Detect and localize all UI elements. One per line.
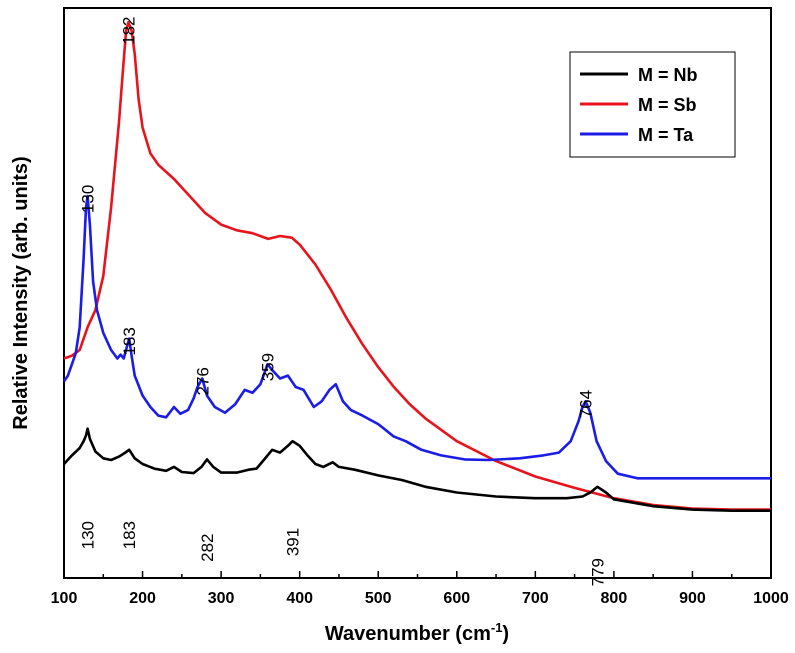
x-axis-ticks: 100 200 300 400 500 600 700 800 900 1000: [51, 571, 789, 607]
y-axis-label: Relative Intensity (arb. units): [10, 156, 32, 429]
x-tick-label: 500: [365, 590, 392, 607]
peak-label: 764: [577, 390, 596, 418]
peak-label: 359: [259, 353, 278, 381]
peak-label: 183: [120, 521, 139, 549]
legend-label-ta: M = Ta: [638, 125, 694, 145]
peak-annotations: 182 130 183 276 359 764 130 183 282 391 779: [79, 17, 608, 587]
series-line-mta: [64, 196, 771, 478]
x-tick-label: 600: [443, 590, 470, 607]
x-tick-label: 700: [522, 590, 549, 607]
peak-label: 391: [284, 528, 303, 556]
x-tick-label: 300: [208, 590, 235, 607]
peak-label: 282: [198, 534, 217, 562]
legend: M = Nb M = Sb M = Ta: [570, 52, 735, 157]
peak-label: 779: [588, 558, 607, 586]
x-axis-label-tail: ): [502, 623, 509, 645]
series-line-mnb: [64, 429, 771, 511]
legend-label-nb: M = Nb: [638, 65, 698, 85]
peak-label: 183: [120, 327, 139, 355]
legend-label-sb: M = Sb: [638, 95, 697, 115]
x-tick-label: 1000: [753, 590, 789, 607]
x-tick-label: 200: [129, 590, 156, 607]
x-tick-label: 400: [286, 590, 313, 607]
x-axis-label-superscript: -1: [491, 620, 503, 635]
peak-label: 276: [193, 367, 212, 395]
x-tick-label: 900: [679, 590, 706, 607]
peak-label: 130: [79, 521, 98, 549]
peak-label: 130: [79, 185, 98, 213]
x-tick-label: 800: [601, 590, 628, 607]
peak-label: 182: [119, 17, 138, 45]
x-tick-label: 100: [51, 590, 78, 607]
x-axis-label-main: Wavenumber (cm: [325, 623, 491, 645]
x-axis-label: Wavenumber (cm-1): [325, 620, 509, 645]
